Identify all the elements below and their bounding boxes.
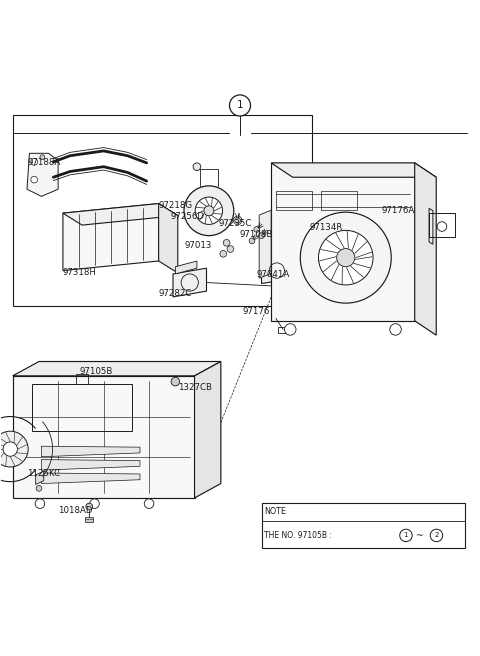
Circle shape — [90, 499, 99, 508]
Polygon shape — [194, 361, 221, 498]
Circle shape — [31, 159, 37, 165]
Circle shape — [285, 323, 296, 335]
Circle shape — [193, 163, 201, 171]
Circle shape — [144, 499, 154, 508]
Polygon shape — [63, 203, 178, 225]
Circle shape — [227, 246, 234, 253]
Text: THE NO. 97105B :: THE NO. 97105B : — [264, 531, 335, 540]
Text: 97235C: 97235C — [218, 219, 252, 228]
Circle shape — [249, 238, 255, 244]
Circle shape — [336, 249, 355, 267]
Polygon shape — [415, 163, 436, 335]
Text: 1: 1 — [237, 100, 243, 110]
Bar — [76, 374, 88, 384]
Polygon shape — [259, 211, 271, 278]
Circle shape — [220, 251, 227, 257]
Text: 97134R: 97134R — [310, 223, 343, 232]
Circle shape — [86, 503, 93, 510]
Text: ~: ~ — [415, 531, 423, 540]
Bar — [276, 192, 312, 211]
Text: 97218G: 97218G — [158, 201, 193, 211]
Polygon shape — [41, 460, 140, 470]
Circle shape — [254, 226, 260, 232]
Text: 97318H: 97318H — [63, 268, 97, 277]
Text: 97041A: 97041A — [257, 270, 290, 279]
Text: 97013: 97013 — [185, 241, 212, 250]
Circle shape — [31, 176, 37, 183]
Polygon shape — [41, 446, 140, 457]
Text: 1018AD: 1018AD — [58, 506, 93, 516]
Circle shape — [223, 239, 230, 246]
Polygon shape — [41, 473, 140, 483]
Circle shape — [259, 233, 264, 239]
Circle shape — [36, 485, 42, 491]
Text: 97176: 97176 — [242, 307, 270, 316]
Bar — [85, 517, 93, 522]
Bar — [32, 384, 132, 431]
Polygon shape — [429, 209, 433, 244]
Text: NOTE: NOTE — [264, 507, 287, 516]
Circle shape — [40, 155, 45, 159]
Polygon shape — [271, 163, 415, 321]
Text: 97256D: 97256D — [170, 213, 204, 222]
Bar — [322, 192, 357, 211]
Text: 1327CB: 1327CB — [178, 383, 212, 392]
Polygon shape — [271, 163, 436, 177]
Text: 1125KC: 1125KC — [27, 470, 60, 478]
Text: 97108B: 97108B — [240, 230, 274, 239]
Polygon shape — [173, 268, 206, 297]
Circle shape — [3, 442, 17, 457]
Circle shape — [195, 197, 223, 224]
Polygon shape — [175, 261, 197, 274]
Circle shape — [229, 95, 251, 116]
Polygon shape — [262, 257, 293, 283]
Bar — [262, 502, 465, 548]
Text: 97188A: 97188A — [27, 158, 60, 167]
Circle shape — [171, 377, 180, 386]
Bar — [278, 327, 287, 333]
Text: 2: 2 — [434, 533, 439, 539]
Polygon shape — [12, 361, 221, 376]
Text: 1: 1 — [404, 533, 408, 539]
Circle shape — [300, 212, 391, 303]
Circle shape — [235, 217, 240, 223]
Polygon shape — [158, 203, 178, 273]
Circle shape — [204, 206, 214, 216]
Text: 97105B: 97105B — [80, 367, 113, 376]
Polygon shape — [63, 203, 158, 270]
Bar — [12, 115, 312, 306]
Bar — [429, 213, 456, 237]
Circle shape — [390, 323, 401, 335]
Text: 97282C: 97282C — [158, 289, 192, 298]
Circle shape — [319, 230, 373, 285]
Circle shape — [184, 186, 234, 236]
Circle shape — [0, 431, 28, 467]
Polygon shape — [12, 376, 194, 498]
Polygon shape — [36, 471, 44, 485]
Polygon shape — [27, 154, 58, 196]
Text: 97176A: 97176A — [381, 206, 414, 215]
Circle shape — [35, 499, 45, 508]
Polygon shape — [264, 250, 283, 262]
